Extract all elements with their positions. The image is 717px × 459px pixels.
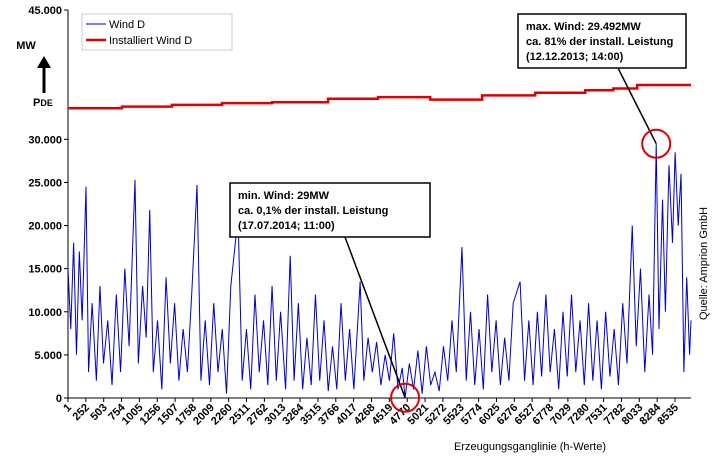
x-axis-label: Erzeugungsganglinie (h-Werte)	[454, 441, 606, 453]
callout-line	[617, 67, 657, 145]
x-tick-label: 8535	[655, 402, 681, 428]
y-tick-label: 5.000	[34, 350, 62, 362]
callout-text: ca. 0,1% der install. Leistung	[238, 205, 388, 217]
legend-box	[81, 13, 233, 51]
x-tick-label: 503	[88, 402, 109, 423]
callout-line	[344, 236, 406, 399]
callout-text: ca. 81% der install. Leistung	[526, 36, 673, 48]
y-tick-label: 10.000	[28, 307, 62, 319]
callout-circle	[641, 128, 672, 159]
legend: Wind D Installiert Wind D	[81, 13, 233, 51]
y-arrow	[37, 56, 51, 93]
callout-text: min. Wind: 29MW	[238, 190, 330, 202]
callout-circle	[390, 382, 421, 413]
y-tick-label: 30.000	[28, 134, 62, 146]
callout-box	[229, 182, 431, 238]
series-line	[67, 143, 692, 398]
callout-text: (17.07.2014; 11:00)	[238, 220, 335, 232]
callout-box	[517, 13, 687, 69]
y-tick-label: 0	[56, 393, 62, 405]
legend-label: Wind D	[109, 19, 145, 31]
y-tick-label: 20.000	[28, 221, 62, 233]
series-line	[68, 83, 691, 110]
y-symbol-sub: DE	[40, 98, 53, 108]
callout-text: (12.12.2013; 14:00)	[526, 51, 624, 63]
y-symbol: PDE	[33, 97, 53, 109]
source-note: Quelle: Amprion GmbH	[698, 207, 710, 320]
x-tick-label: 252	[71, 402, 92, 423]
y-tick-label: 25.000	[28, 177, 62, 189]
legend-label: Installiert Wind D	[109, 35, 192, 47]
callout-text: max. Wind: 29.492MW	[526, 21, 641, 33]
y-tick-label: 15.000	[28, 264, 62, 276]
y-symbol-main: P	[33, 97, 40, 109]
y-tick-label: 45.000	[28, 5, 62, 17]
y-axis-label: MW	[16, 40, 36, 52]
